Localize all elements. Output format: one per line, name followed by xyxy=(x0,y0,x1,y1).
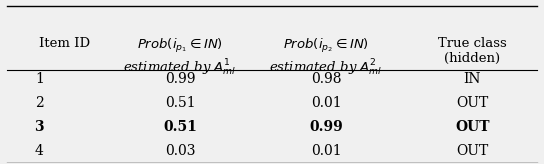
Text: 0.03: 0.03 xyxy=(165,144,195,158)
Text: 3: 3 xyxy=(34,120,44,134)
Text: Item ID: Item ID xyxy=(39,37,90,50)
Text: 0.51: 0.51 xyxy=(163,120,197,134)
Text: $Prob(i_{p_1} \in IN)$
estimated by $A^1_{ml}$: $Prob(i_{p_1} \in IN)$ estimated by $A^1… xyxy=(123,37,237,78)
Text: 0.98: 0.98 xyxy=(311,72,342,86)
Text: 4: 4 xyxy=(35,144,44,158)
Text: OUT: OUT xyxy=(456,96,489,110)
Text: IN: IN xyxy=(463,72,481,86)
Text: 0.51: 0.51 xyxy=(165,96,195,110)
Text: 0.01: 0.01 xyxy=(311,144,342,158)
Text: 2: 2 xyxy=(35,96,44,110)
Text: True class
(hidden): True class (hidden) xyxy=(438,37,506,65)
Text: 0.01: 0.01 xyxy=(311,96,342,110)
Text: OUT: OUT xyxy=(456,144,489,158)
Text: $Prob(i_{p_2} \in IN)$
estimated by $A^2_{ml}$: $Prob(i_{p_2} \in IN)$ estimated by $A^2… xyxy=(269,37,383,78)
Text: 1: 1 xyxy=(35,72,44,86)
Text: OUT: OUT xyxy=(455,120,490,134)
Text: 0.99: 0.99 xyxy=(165,72,195,86)
Text: 0.99: 0.99 xyxy=(309,120,343,134)
